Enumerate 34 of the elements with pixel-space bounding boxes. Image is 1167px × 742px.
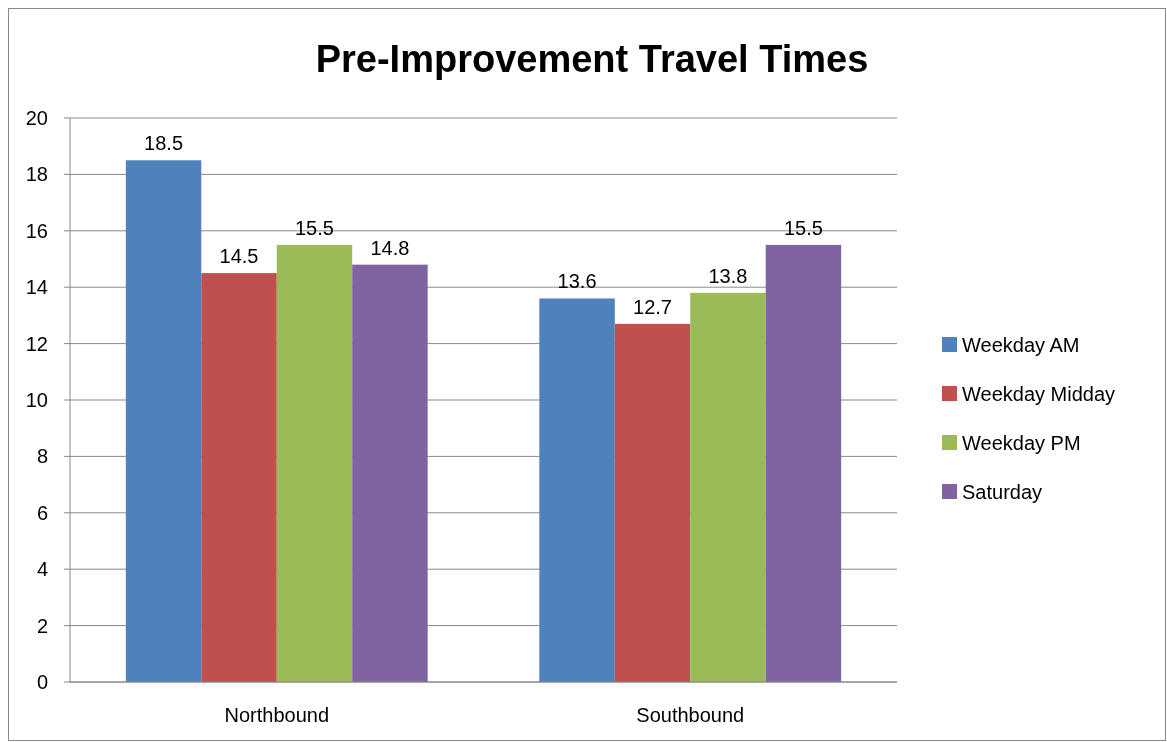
y-tick-label: 4 xyxy=(36,558,48,581)
x-tick-label: Northbound xyxy=(224,704,330,726)
y-tick-label: 8 xyxy=(36,445,48,468)
legend-label: Weekday AM xyxy=(962,334,1080,356)
legend-label: Weekday Midday xyxy=(962,383,1116,405)
y-tick-label: 0 xyxy=(36,671,48,693)
y-tick-label: 18 xyxy=(25,163,48,186)
bar xyxy=(276,244,353,682)
bar xyxy=(352,264,428,682)
legend-label: Saturday xyxy=(962,481,1043,503)
y-tick-label: 2 xyxy=(36,614,48,637)
bar xyxy=(125,160,202,682)
y-tick-label: 14 xyxy=(25,276,48,299)
bar xyxy=(765,244,842,682)
data-label: 14.5 xyxy=(219,245,259,268)
y-tick-label: 16 xyxy=(25,219,48,242)
data-label: 15.5 xyxy=(295,216,334,239)
data-label: 15.5 xyxy=(783,216,823,239)
data-label: 14.8 xyxy=(370,236,410,259)
bar xyxy=(614,323,691,682)
legend-label: Weekday PM xyxy=(962,432,1081,454)
x-tick-label: Southbound xyxy=(636,704,745,726)
y-tick-label: 12 xyxy=(25,332,48,355)
y-tick-label: 10 xyxy=(25,389,48,411)
data-label: 13.6 xyxy=(557,270,597,293)
bar xyxy=(201,273,277,682)
bar xyxy=(690,292,766,682)
y-tick-label: 20 xyxy=(25,107,48,129)
chart-title: Pre-Improvement Travel Times xyxy=(315,38,869,80)
data-label: 12.7 xyxy=(633,295,672,318)
y-tick-label: 6 xyxy=(36,501,48,524)
data-label: 18.5 xyxy=(144,132,184,155)
bar xyxy=(539,298,615,682)
data-label: 13.8 xyxy=(708,264,748,287)
